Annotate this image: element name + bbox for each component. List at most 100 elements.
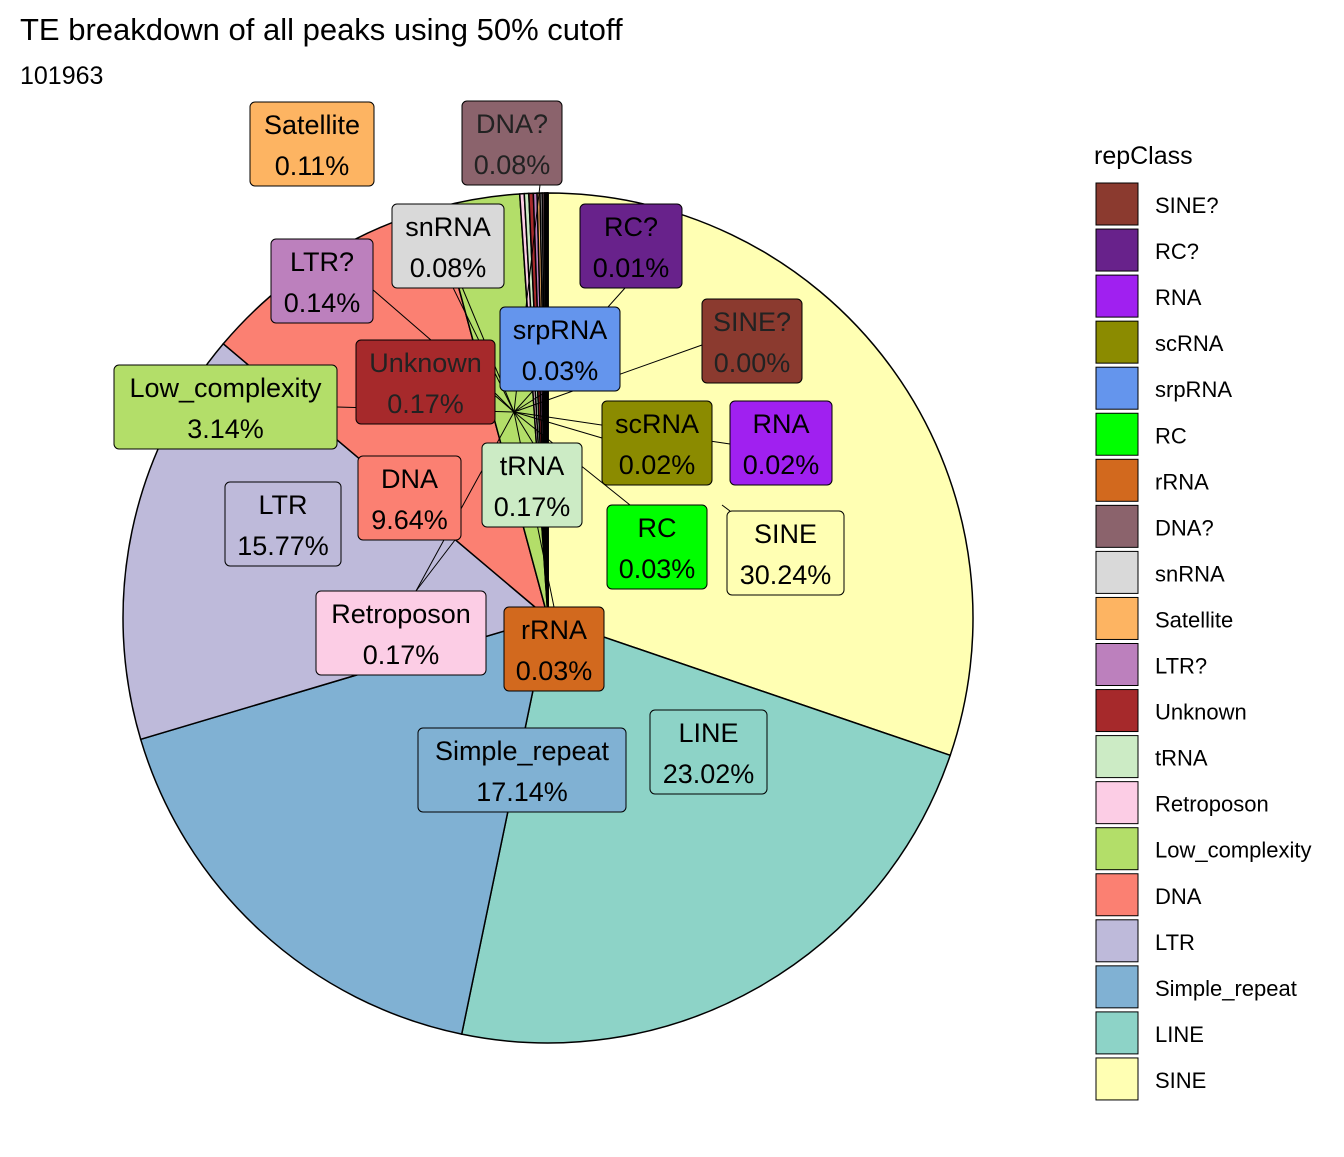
legend-swatch xyxy=(1096,782,1138,824)
slice-label-name: tRNA xyxy=(500,451,565,481)
legend-swatch xyxy=(1096,966,1138,1008)
legend-item-sine-q: SINE? xyxy=(1096,183,1219,225)
slice-label-percent: 9.64% xyxy=(371,505,448,535)
legend-title: repClass xyxy=(1094,142,1193,170)
slice-label-name: DNA xyxy=(381,464,438,494)
legend-swatch xyxy=(1096,367,1138,409)
slice-label-percent: 0.11% xyxy=(275,151,350,181)
slice-label-name: RC? xyxy=(604,212,658,242)
legend-item-rna: RNA xyxy=(1096,275,1202,317)
legend-label: LTR? xyxy=(1155,654,1207,679)
slice-label-rrna: rRNA 0.03% xyxy=(504,607,604,691)
legend-label: Unknown xyxy=(1155,700,1247,725)
slice-label-dna-q: DNA?0.08% xyxy=(462,101,562,185)
legend-item-snrna: snRNA xyxy=(1096,551,1225,593)
slice-label-percent: 15.77% xyxy=(237,531,329,561)
legend-label: Satellite xyxy=(1155,607,1233,632)
legend-swatch xyxy=(1096,597,1138,639)
slice-label-percent: 0.17% xyxy=(363,640,440,670)
legend-swatch xyxy=(1096,690,1138,732)
legend-label: rRNA xyxy=(1155,469,1209,494)
legend-item-dna: DNA xyxy=(1096,874,1202,916)
legend-swatch xyxy=(1096,229,1138,271)
slice-label-name: Satellite xyxy=(264,110,360,140)
slice-label-rc-q: RC?0.01% xyxy=(580,204,682,288)
slice-label-percent: 0.08% xyxy=(474,150,551,180)
slice-label-percent: 0.03% xyxy=(619,554,696,584)
slice-label-sine-q: SINE? 0.00% xyxy=(702,299,802,383)
legend-swatch xyxy=(1096,874,1138,916)
slice-label-satellite: Satellite 0.11% xyxy=(250,102,374,186)
legend-label: SINE xyxy=(1155,1068,1206,1093)
legend-swatch xyxy=(1096,413,1138,455)
slice-label-percent: 17.14% xyxy=(476,777,568,807)
legend-label: LINE xyxy=(1155,1022,1204,1047)
legend-item-trna: tRNA xyxy=(1096,736,1208,778)
slice-label-trna: tRNA 0.17% xyxy=(482,443,582,527)
legend: SINE? RC? RNA scRNA srpRNA RC rRNA DNA? snRNA Sat… xyxy=(1096,183,1312,1100)
legend-swatch xyxy=(1096,828,1138,870)
slice-label-percent: 0.03% xyxy=(516,656,593,686)
legend-item-satellite: Satellite xyxy=(1096,597,1233,639)
slice-label-percent: 23.02% xyxy=(663,759,755,789)
legend-swatch xyxy=(1096,321,1138,363)
slice-label-name: SINE xyxy=(754,519,817,549)
legend-label: DNA? xyxy=(1155,515,1214,540)
legend-swatch xyxy=(1096,1012,1138,1054)
slice-label-name: rRNA xyxy=(521,615,587,645)
legend-label: RNA xyxy=(1155,285,1202,310)
slice-label-percent: 0.03% xyxy=(522,356,599,386)
slice-label-unknown: Unknown 0.17% xyxy=(356,340,495,424)
slice-label-name: Unknown xyxy=(369,348,482,378)
legend-item-rc-q: RC? xyxy=(1096,229,1199,271)
slice-label-percent: 0.17% xyxy=(387,389,464,419)
slice-label-srprna: srpRNA 0.03% xyxy=(500,307,620,391)
legend-item-unknown: Unknown xyxy=(1096,690,1247,732)
slice-label-percent: 0.08% xyxy=(410,253,487,283)
legend-item-low-complexity: Low_complexity xyxy=(1096,828,1312,870)
legend-item-scrna: scRNA xyxy=(1096,321,1224,363)
slice-label-rc: RC 0.03% xyxy=(607,505,707,589)
legend-item-ltr: LTR xyxy=(1096,920,1195,962)
legend-item-rrna: rRNA xyxy=(1096,459,1209,501)
slice-label-percent: 0.00% xyxy=(714,348,791,378)
slice-label-rna: RNA 0.02% xyxy=(730,401,832,485)
legend-label: srpRNA xyxy=(1155,377,1232,402)
slice-label-percent: 0.17% xyxy=(494,492,571,522)
slice-label-name: SINE? xyxy=(713,307,791,337)
slice-label-scrna: scRNA 0.02% xyxy=(602,401,712,485)
slice-label-percent: 3.14% xyxy=(187,414,264,444)
slice-label-percent: 0.02% xyxy=(743,450,820,480)
legend-swatch xyxy=(1096,920,1138,962)
slice-label-name: RNA xyxy=(752,409,809,439)
chart-title: TE breakdown of all peaks using 50% cuto… xyxy=(20,12,623,47)
legend-swatch xyxy=(1096,505,1138,547)
slice-label-name: scRNA xyxy=(615,409,699,439)
slice-label-name: srpRNA xyxy=(513,315,608,345)
legend-item-simple-repeat: Simple_repeat xyxy=(1096,966,1297,1008)
slice-label-name: Retroposon xyxy=(331,599,471,629)
legend-label: RC xyxy=(1155,423,1187,448)
legend-swatch xyxy=(1096,1058,1138,1100)
legend-item-srprna: srpRNA xyxy=(1096,367,1232,409)
legend-label: tRNA xyxy=(1155,746,1208,771)
slice-label-name: Simple_repeat xyxy=(435,736,610,766)
slice-label-name: RC xyxy=(638,513,677,543)
legend-label: SINE? xyxy=(1155,193,1219,218)
legend-item-retroposon: Retroposon xyxy=(1096,782,1269,824)
legend-label: snRNA xyxy=(1155,561,1225,586)
slice-label-name: LTR xyxy=(258,490,307,520)
slice-label-simple-repeat: Simple_repeat 17.14% xyxy=(418,728,626,812)
slice-label-name: LINE xyxy=(678,718,738,748)
legend-label: Low_complexity xyxy=(1155,838,1312,863)
slice-label-percent: 0.14% xyxy=(284,288,361,318)
legend-item-ltr-q: LTR? xyxy=(1096,644,1207,686)
legend-swatch xyxy=(1096,644,1138,686)
slice-label-percent: 0.02% xyxy=(619,450,696,480)
legend-label: scRNA xyxy=(1155,331,1224,356)
slice-label-name: LTR? xyxy=(290,247,354,277)
slice-label-snrna: snRNA 0.08% xyxy=(392,204,504,288)
slice-label-name: snRNA xyxy=(405,212,491,242)
